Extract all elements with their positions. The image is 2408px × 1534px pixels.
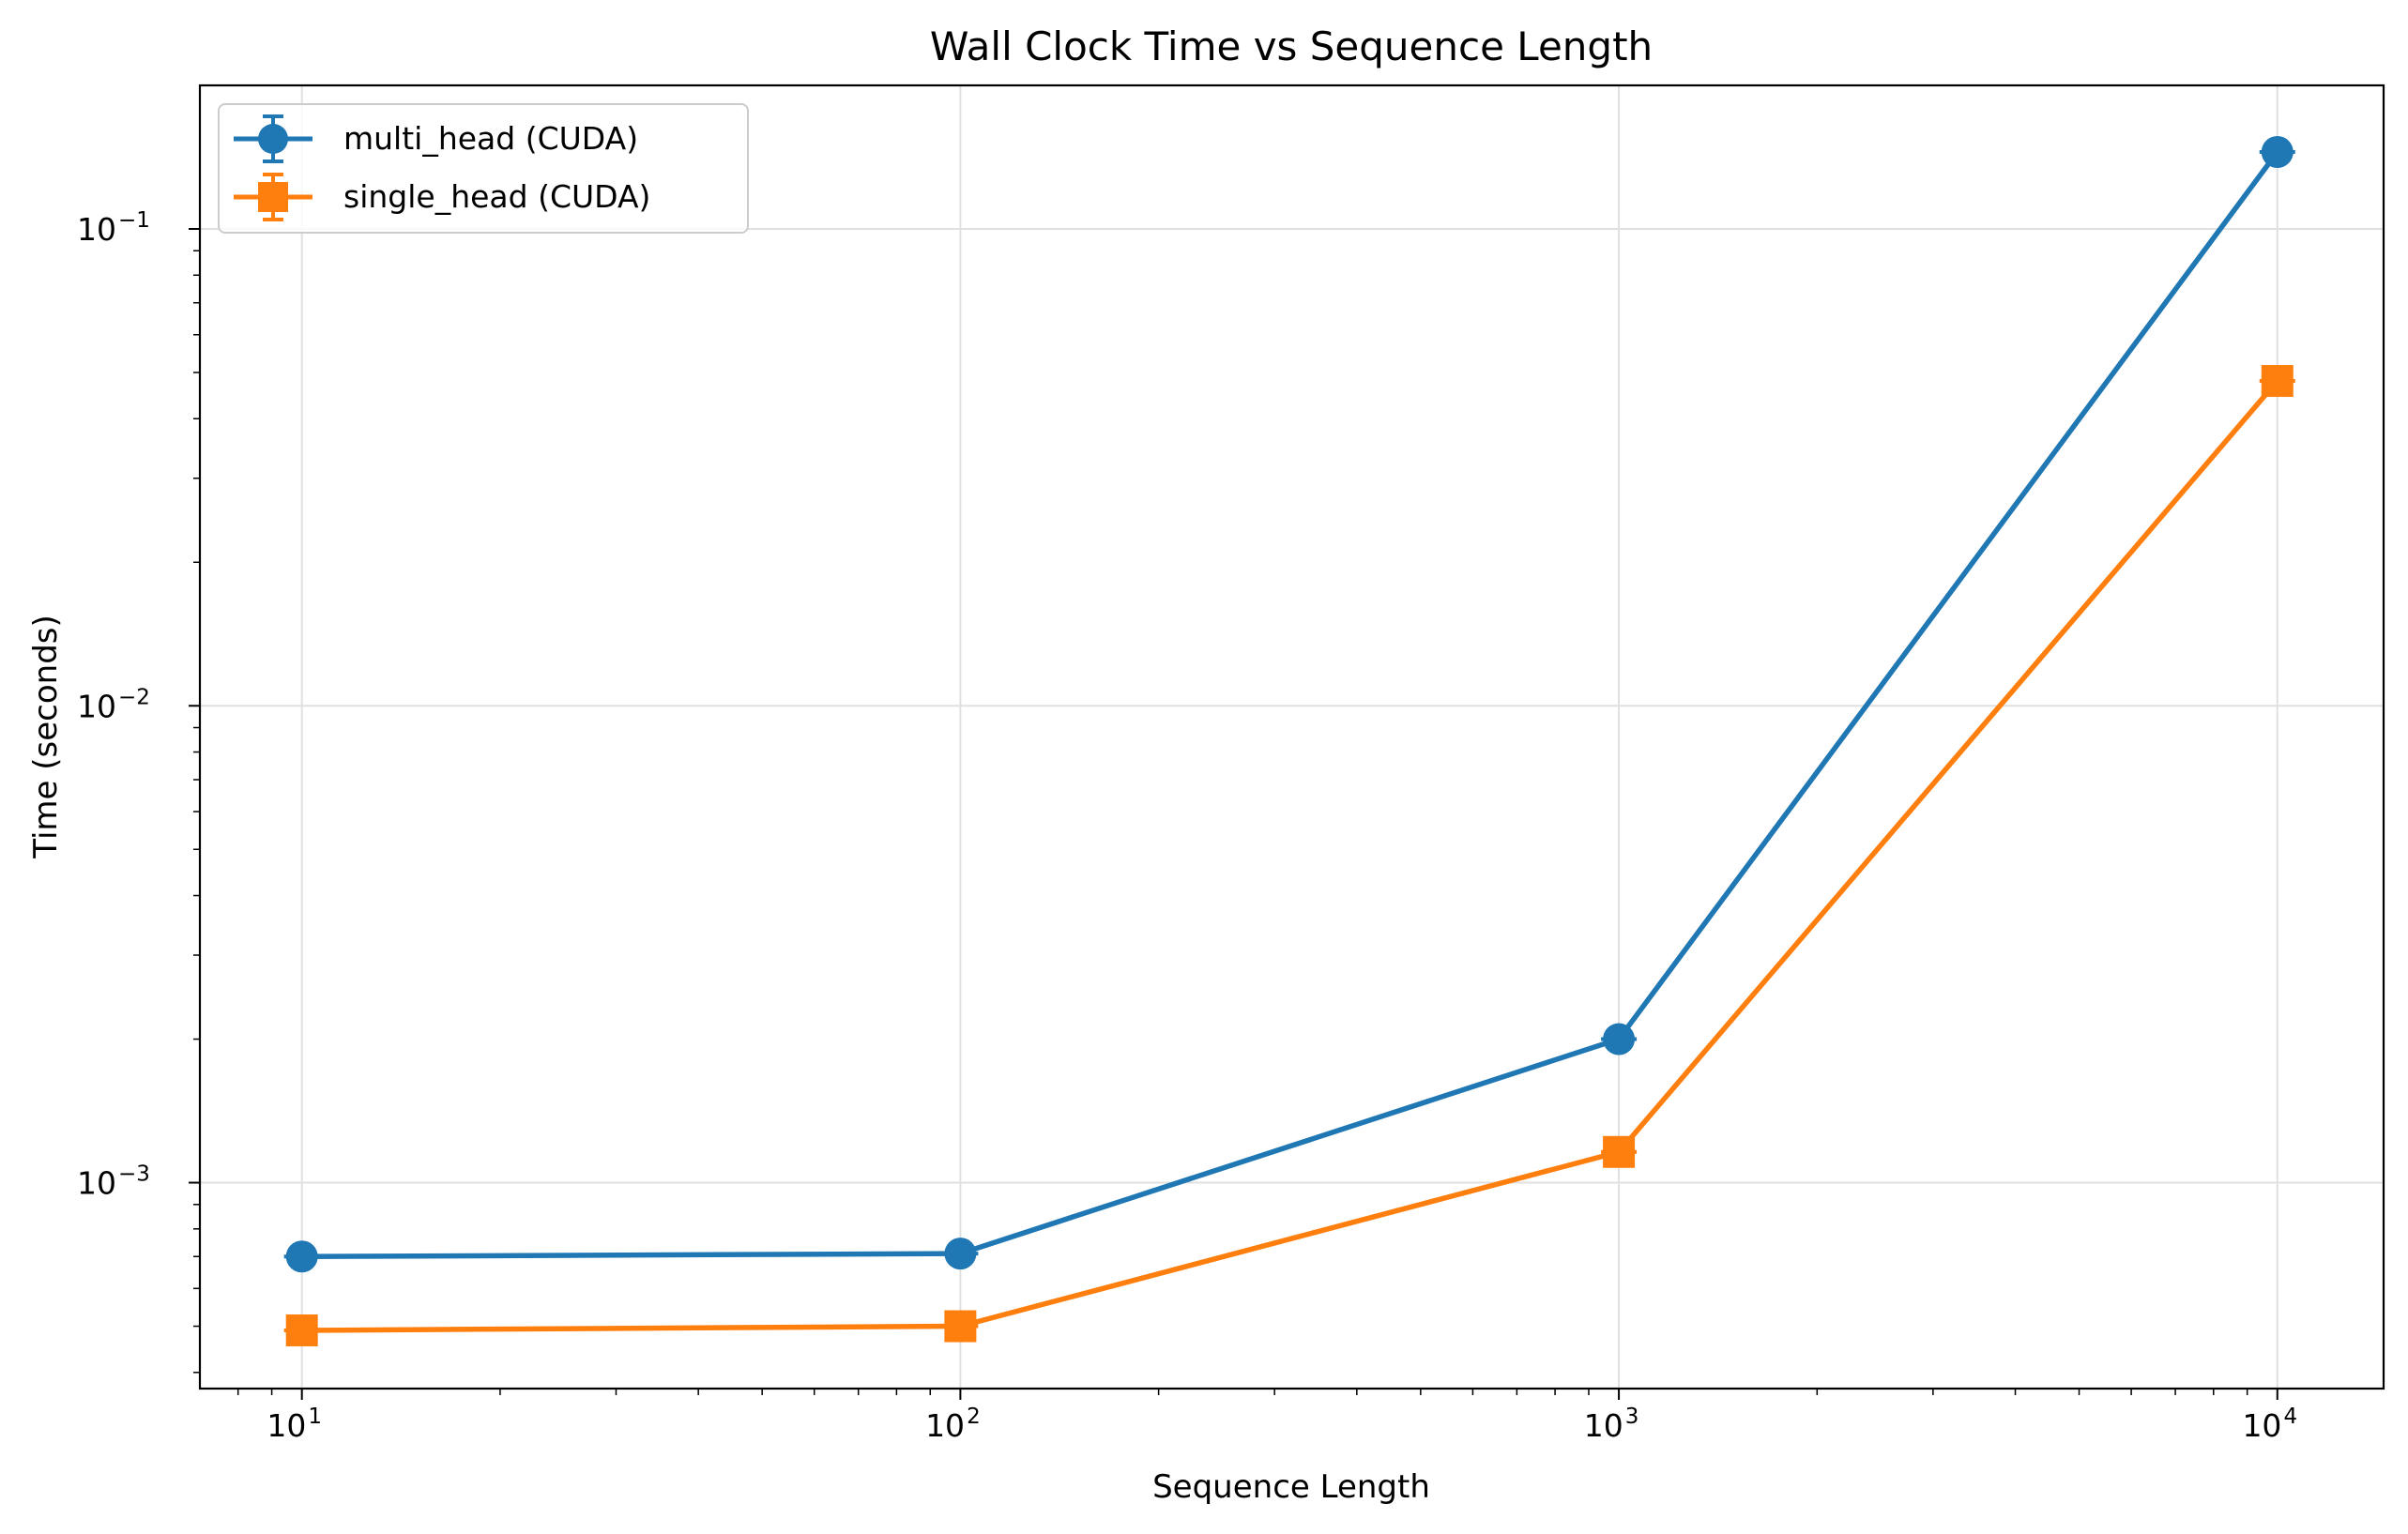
x-tick-exponent: 3 <box>1625 1405 1639 1429</box>
data-point <box>2261 135 2294 168</box>
legend-circle-marker <box>258 124 288 154</box>
x-tick-exponent: 1 <box>308 1405 322 1429</box>
data-point <box>944 1310 977 1343</box>
legend-entry-multi-head: multi_head (CUDA) <box>234 114 638 163</box>
x-tick-label: 102 <box>925 1405 981 1444</box>
legend-entry-single-head: single_head (CUDA) <box>234 173 650 221</box>
legend-square-marker <box>258 182 288 212</box>
legend-label-single-head: single_head (CUDA) <box>343 178 650 215</box>
series-layer <box>283 135 2295 1346</box>
minor-ticks <box>193 250 2248 1395</box>
y-tick-label: 10−2 <box>77 685 150 724</box>
x-tick-exponent: 4 <box>2283 1405 2297 1429</box>
series-line <box>301 150 2280 1260</box>
series-multi-head <box>283 135 2295 1273</box>
x-axis-label: Sequence Length <box>1152 1468 1430 1506</box>
chart-title: Wall Clock Time vs Sequence Length <box>930 23 1653 69</box>
legend-label-multi-head: multi_head (CUDA) <box>343 120 638 157</box>
x-tick-exponent: 2 <box>967 1405 981 1429</box>
y-tick-exponent: −1 <box>118 208 150 233</box>
legend: multi_head (CUDA) single_head (CUDA) <box>218 103 749 234</box>
series-single-head <box>283 365 2295 1346</box>
y-tick-exponent: −3 <box>118 1162 150 1187</box>
data-point <box>944 1238 977 1270</box>
y-tick-label: 10−3 <box>77 1162 150 1202</box>
data-point <box>285 1314 318 1346</box>
y-axis-label: Time (seconds) <box>27 615 65 859</box>
series-line <box>301 379 2279 1333</box>
data-point <box>1603 1135 1636 1168</box>
plot-frame <box>198 84 2385 1390</box>
data-point <box>1603 1023 1636 1056</box>
data-point <box>285 1240 318 1273</box>
y-tick-exponent: −2 <box>118 685 150 709</box>
grid <box>200 85 2384 1389</box>
legend-box <box>218 103 749 234</box>
data-point <box>2261 365 2294 398</box>
